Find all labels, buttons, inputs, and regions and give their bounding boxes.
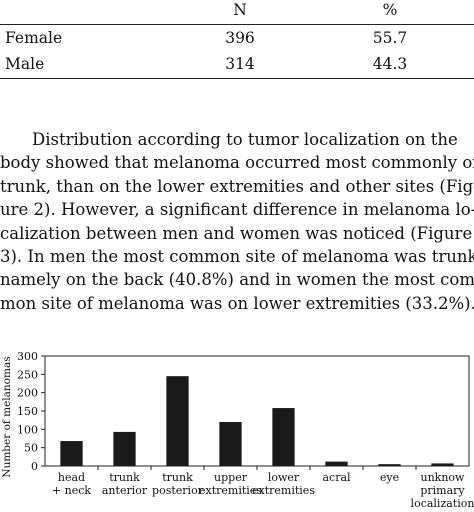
plot-frame [44,355,470,467]
x-tick-label: eye [380,471,399,484]
paragraph-line: mon site of melanoma was on lower extrem… [0,293,474,313]
header-percent: % [382,1,398,19]
y-tick-label: 0 [31,460,38,473]
bar [325,461,348,466]
bar [219,422,242,466]
table-header-row: N % [0,0,474,22]
paragraph-line: ure 2). However, a significant differenc… [0,200,474,220]
y-axis-ticks: 0 50 100 150 200 250 300 [17,350,45,473]
x-tick-label: trunk anterior [102,471,148,497]
x-tick-label-line: trunk [162,471,193,484]
x-tick-label-line: upper [214,471,248,484]
y-tick-label: 50 [24,442,38,455]
row-label: Male [5,55,45,73]
y-axis-label: Number of melanomas [1,356,13,477]
x-tick-label-line: primary [420,484,465,497]
header-n: N [233,1,247,19]
x-tick-label: acral [322,471,351,484]
y-tick-label: 250 [17,368,38,381]
body-paragraph: Distribution according to tumor localiza… [0,128,474,315]
x-tick-label-line: trunk [109,471,140,484]
y-tick-label: 200 [17,387,38,400]
x-tick-label-line: lower [268,471,300,484]
x-tick-label-line: localization [411,497,474,510]
bar [60,441,83,466]
bars [60,376,454,466]
x-tick-label-line: anterior [102,484,148,497]
row-percent: 55.7 [372,29,408,47]
x-tick-label-line: extremities [199,484,262,497]
paragraph-line: calization between men and women was not… [0,223,473,243]
paragraph-line: 3). In men the most common site of melan… [0,246,474,266]
table-rule [0,24,474,25]
x-tick-label: lower extremities [252,471,315,497]
bar [272,408,295,466]
paragraph-line: namely on the back (40.8%) and in women … [0,270,474,290]
x-tick-label: unknow primary localization [411,471,474,510]
row-n: 314 [225,55,255,73]
y-tick-label: 150 [17,405,38,418]
paragraph-line: body showed that melanoma occurred most … [0,153,474,173]
x-tick-label-line: unknow [421,471,466,484]
y-tick-label: 100 [17,423,38,436]
x-tick-label-line: acral [322,471,351,484]
row-percent: 44.3 [372,55,408,73]
melanoma-localization-bar-chart: Number of melanomas 0 50 100 150 200 250 300 h… [1,350,474,510]
table-row: Female 396 55.7 [0,26,474,50]
x-tick-label-line: extremities [252,484,315,497]
x-tick-label: upper extremities [199,471,262,497]
bar [431,463,454,466]
x-tick-label-line: head [58,471,85,484]
x-tick-label-line: + neck [52,484,91,497]
row-n: 396 [225,29,255,47]
x-tick-label: trunk posterior [152,471,204,497]
table-row: Male 314 44.3 [0,52,474,76]
bar [166,376,189,466]
row-label: Female [5,29,63,47]
x-tick-label-line: eye [380,471,399,484]
y-tick-label: 300 [17,350,38,363]
x-tick-label-line: posterior [152,484,204,497]
bar [113,431,136,466]
table-bottom-rule [0,78,474,79]
paragraph-line: trunk, than on the lower extremities and… [0,176,474,196]
x-tick-label: head + neck [52,471,91,497]
paragraph-line: Distribution according to tumor localiza… [32,130,458,149]
bar [378,464,401,466]
